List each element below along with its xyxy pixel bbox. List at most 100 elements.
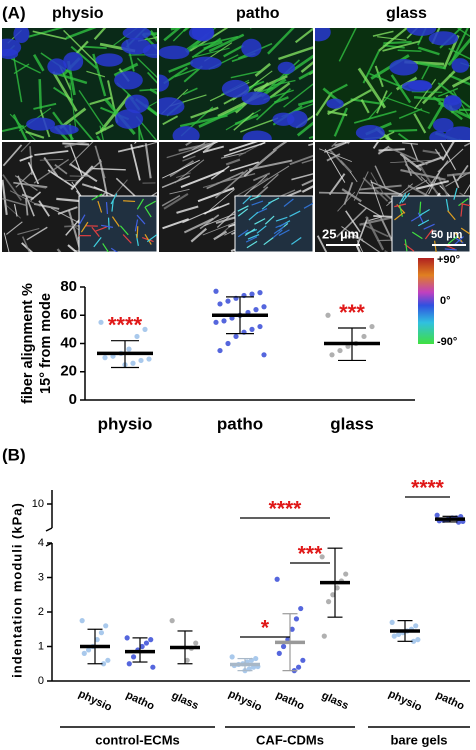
inset-fiber bbox=[272, 229, 283, 239]
fiber bbox=[57, 206, 78, 215]
significance: **** bbox=[108, 312, 143, 337]
data-point bbox=[225, 340, 231, 347]
inset-fiber bbox=[273, 226, 285, 235]
nucleus bbox=[63, 52, 84, 71]
fiber bbox=[19, 155, 33, 162]
fiber bbox=[370, 172, 385, 195]
data-point bbox=[410, 638, 417, 644]
fiber bbox=[240, 117, 279, 133]
nucleus bbox=[272, 112, 295, 126]
nucleus bbox=[114, 71, 143, 90]
fiber bbox=[6, 205, 22, 219]
fiber bbox=[27, 161, 40, 185]
inset-fiber bbox=[136, 198, 144, 210]
inset-fiber bbox=[93, 237, 102, 248]
fiber bbox=[294, 28, 313, 44]
significance: * bbox=[261, 617, 270, 640]
fiber bbox=[33, 158, 70, 184]
nucleus bbox=[221, 79, 250, 98]
inset-fiber bbox=[245, 236, 258, 243]
inset-fiber bbox=[263, 237, 274, 246]
inset-fiber bbox=[110, 193, 118, 205]
fiber bbox=[73, 117, 94, 140]
fiber bbox=[63, 29, 98, 64]
fiber bbox=[386, 183, 414, 207]
inset-fiber bbox=[460, 227, 470, 235]
fiber bbox=[350, 98, 385, 106]
fiber bbox=[413, 113, 427, 134]
data-point bbox=[253, 655, 259, 662]
fiber bbox=[300, 61, 313, 73]
fiber bbox=[296, 121, 313, 137]
fiber bbox=[25, 130, 45, 139]
inset bbox=[234, 195, 313, 252]
colorbar bbox=[418, 258, 434, 344]
nucleus bbox=[122, 28, 151, 40]
fiber bbox=[451, 75, 470, 88]
inset-fiber bbox=[433, 240, 437, 252]
fiber bbox=[301, 185, 313, 193]
inset-fiber bbox=[146, 234, 157, 243]
fiber bbox=[67, 244, 78, 252]
fiber bbox=[178, 142, 215, 152]
x-tick-label: patho bbox=[217, 414, 263, 433]
data-point bbox=[134, 333, 140, 340]
inset-fiber bbox=[144, 200, 157, 208]
nucleus bbox=[172, 126, 200, 140]
significance: *** bbox=[339, 300, 365, 325]
fiber bbox=[182, 87, 198, 96]
y-tick-label: 1 bbox=[38, 640, 44, 652]
fiber bbox=[15, 171, 33, 188]
data-point bbox=[257, 323, 263, 330]
fiber bbox=[319, 191, 351, 195]
fiber bbox=[191, 142, 206, 151]
fiber bbox=[223, 44, 244, 58]
fiber bbox=[113, 62, 139, 77]
fiber bbox=[269, 82, 291, 99]
fiber bbox=[283, 83, 313, 108]
fiber bbox=[54, 163, 68, 175]
fiber bbox=[446, 171, 470, 177]
fiber bbox=[388, 128, 418, 133]
nucleus bbox=[191, 28, 215, 42]
fiber bbox=[204, 188, 235, 215]
x-tick-label: patho bbox=[274, 689, 306, 713]
fiber bbox=[301, 158, 313, 164]
fiber bbox=[136, 57, 157, 79]
axis-break bbox=[45, 527, 53, 532]
fiber bbox=[168, 60, 194, 73]
fiber bbox=[225, 158, 241, 166]
fiber bbox=[86, 70, 106, 78]
fiber bbox=[448, 47, 470, 60]
fiber bbox=[174, 67, 199, 78]
fiber bbox=[172, 28, 188, 42]
data-point bbox=[391, 633, 397, 639]
fiber bbox=[30, 191, 42, 201]
fiber bbox=[12, 114, 28, 140]
data-point bbox=[138, 357, 144, 364]
fiber bbox=[137, 124, 141, 140]
fiber bbox=[251, 146, 279, 171]
inset-fiber bbox=[237, 205, 249, 212]
data-point bbox=[298, 605, 304, 612]
fluorescence-image bbox=[2, 28, 157, 140]
inset-fiber bbox=[424, 228, 434, 240]
fiber bbox=[50, 207, 82, 225]
x-tick-label: glass bbox=[320, 690, 351, 713]
fiber bbox=[327, 89, 372, 116]
data-point bbox=[139, 643, 145, 650]
nucleus bbox=[451, 58, 470, 73]
fiber bbox=[324, 142, 350, 153]
fiber bbox=[139, 88, 157, 92]
column-label: patho bbox=[236, 5, 280, 22]
fiber bbox=[331, 83, 348, 94]
inset-fiber bbox=[134, 219, 139, 232]
data-point bbox=[369, 323, 375, 330]
nucleus bbox=[2, 48, 19, 60]
fiber bbox=[341, 188, 362, 203]
inset-fiber bbox=[97, 200, 103, 213]
fiber bbox=[70, 45, 98, 69]
inset-fiber bbox=[445, 199, 450, 212]
fiber bbox=[336, 207, 368, 238]
